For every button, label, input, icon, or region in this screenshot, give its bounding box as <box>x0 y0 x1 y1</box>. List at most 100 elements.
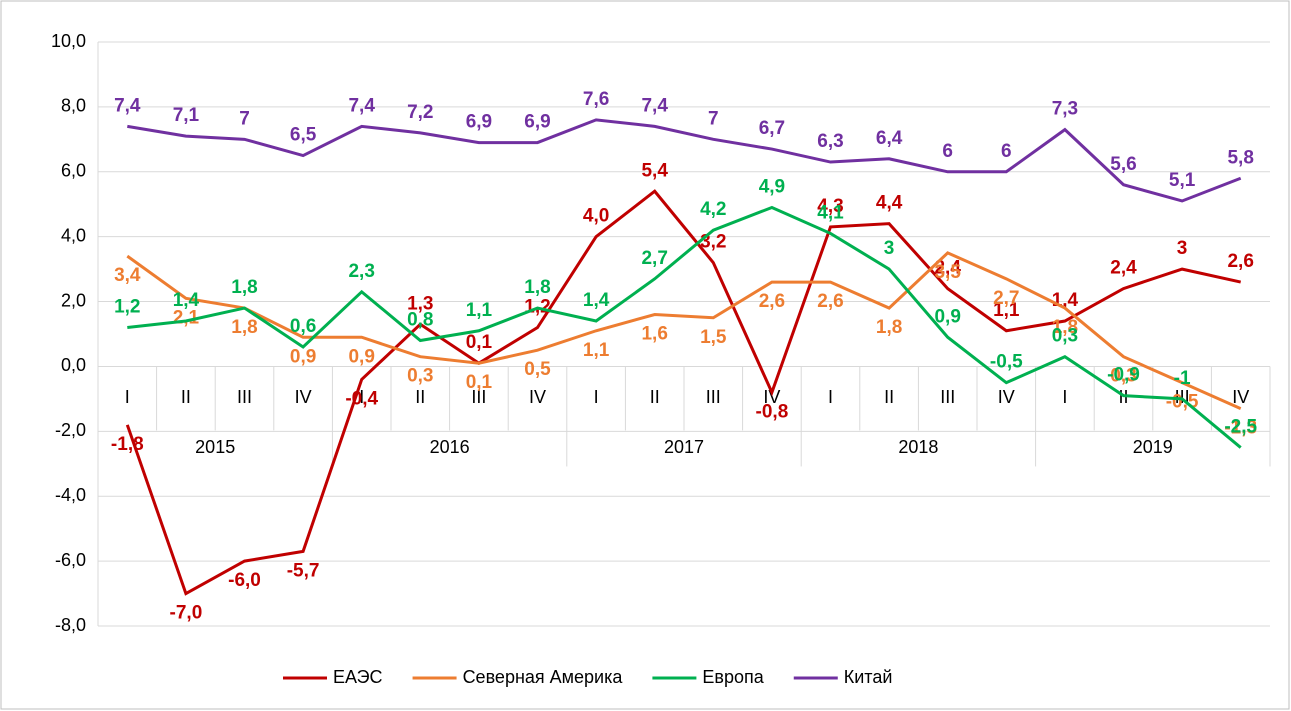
x-tick-label: IV <box>1232 387 1249 407</box>
data-label: 6,9 <box>524 112 550 133</box>
data-label: 1,4 <box>583 290 610 311</box>
data-label: 0,9 <box>290 346 316 367</box>
series-line <box>125 189 1242 596</box>
data-label: 6 <box>1001 141 1012 162</box>
data-label: 1,8 <box>1052 317 1078 338</box>
data-label: 5,8 <box>1227 147 1253 168</box>
x-tick-label: II <box>415 387 425 407</box>
data-label: 3,4 <box>114 265 141 286</box>
data-label: 3 <box>884 238 895 259</box>
year-label: 2016 <box>430 437 470 457</box>
y-tick-label: 4,0 <box>61 225 86 245</box>
data-label: 7,4 <box>641 95 668 116</box>
x-tick-label: II <box>181 387 191 407</box>
y-tick-label: -4,0 <box>55 485 86 505</box>
data-label: 7 <box>239 108 250 129</box>
year-label: 2017 <box>664 437 704 457</box>
data-label: 6,5 <box>290 125 317 146</box>
data-label: -0,5 <box>990 352 1023 373</box>
data-label: 4,1 <box>817 202 844 223</box>
data-label: 1,8 <box>231 317 257 338</box>
data-label: 6 <box>942 141 953 162</box>
data-label: 1,8 <box>231 277 257 298</box>
x-tick-label: I <box>125 387 130 407</box>
data-label: 5,1 <box>1169 170 1196 191</box>
data-label: 1,2 <box>114 297 140 318</box>
data-label: 0,5 <box>524 359 551 380</box>
data-label: -6,0 <box>228 570 261 591</box>
data-label: 0,3 <box>407 366 433 387</box>
data-label: 4,9 <box>759 176 785 197</box>
data-label: 1,1 <box>466 300 493 321</box>
data-label: 0,3 <box>1052 326 1078 347</box>
data-label: 7 <box>708 108 719 129</box>
data-label: 1,4 <box>173 290 200 311</box>
y-tick-label: -8,0 <box>55 615 86 635</box>
data-label: 1,8 <box>524 277 550 298</box>
data-label: 0,3 <box>1110 366 1136 387</box>
x-tick-label: III <box>706 387 721 407</box>
x-tick-label: I <box>1062 387 1067 407</box>
x-tick-label: III <box>940 387 955 407</box>
year-label: 2018 <box>898 437 938 457</box>
data-label: -7,0 <box>170 603 203 624</box>
data-label: 3,2 <box>700 232 726 253</box>
data-label: 0,6 <box>290 316 316 337</box>
data-label: 0,9 <box>934 306 960 327</box>
legend-label: Северная Америка <box>463 667 624 687</box>
year-label: 2015 <box>195 437 235 457</box>
data-label: 6,7 <box>759 118 785 139</box>
data-label: 2,3 <box>348 261 374 282</box>
data-label: 6,9 <box>466 112 492 133</box>
data-label: 0,1 <box>466 332 493 353</box>
data-label: 1,1 <box>993 300 1020 321</box>
data-label: 3 <box>1177 238 1188 259</box>
data-label: -1 <box>1174 368 1191 389</box>
y-tick-label: 2,0 <box>61 290 86 310</box>
data-label: 4,4 <box>876 193 903 214</box>
data-label: 5,6 <box>1110 154 1136 175</box>
data-label: -1,3 <box>1224 418 1257 439</box>
x-tick-label: II <box>1118 387 1128 407</box>
y-tick-label: 10,0 <box>51 31 86 51</box>
data-label: 1,6 <box>641 324 667 345</box>
x-tick-label: III <box>237 387 252 407</box>
data-label: 2,6 <box>1227 251 1253 272</box>
data-label: 2,7 <box>641 248 667 269</box>
x-tick-label: IV <box>295 387 312 407</box>
legend-label: Китай <box>844 667 893 687</box>
y-tick-label: -6,0 <box>55 550 86 570</box>
data-label: 6,3 <box>817 131 843 152</box>
data-label: -0,9 <box>1107 365 1140 386</box>
y-tick-label: 6,0 <box>61 161 86 181</box>
x-tick-label: I <box>359 387 364 407</box>
x-tick-label: IV <box>529 387 546 407</box>
data-label: 3,5 <box>934 262 961 283</box>
data-label: 7,4 <box>114 95 141 116</box>
data-label: 2,4 <box>934 258 961 279</box>
series-line <box>127 118 1242 203</box>
data-label: 2,6 <box>759 291 785 312</box>
x-tick-label: I <box>828 387 833 407</box>
series-line <box>127 205 1242 449</box>
x-tick-label: III <box>471 387 486 407</box>
data-label: 1,3 <box>407 293 433 314</box>
data-label: -0,4 <box>345 388 378 409</box>
legend-label: ЕАЭС <box>333 667 383 687</box>
data-label: 7,1 <box>173 105 200 126</box>
data-label: 2,7 <box>993 288 1019 309</box>
data-label: 4,3 <box>817 196 843 217</box>
data-label: 4,0 <box>583 206 609 227</box>
data-label: 0,8 <box>407 310 433 331</box>
data-label: 7,6 <box>583 89 609 110</box>
data-label: 2,4 <box>1110 258 1137 279</box>
data-label: 1,1 <box>583 340 610 361</box>
data-label: -2,5 <box>1224 417 1257 438</box>
data-label: 5,4 <box>641 160 668 181</box>
y-tick-label: -2,0 <box>55 420 86 440</box>
data-label: 7,3 <box>1052 99 1078 120</box>
data-label: 4,2 <box>700 199 726 220</box>
x-tick-label: IV <box>763 387 780 407</box>
